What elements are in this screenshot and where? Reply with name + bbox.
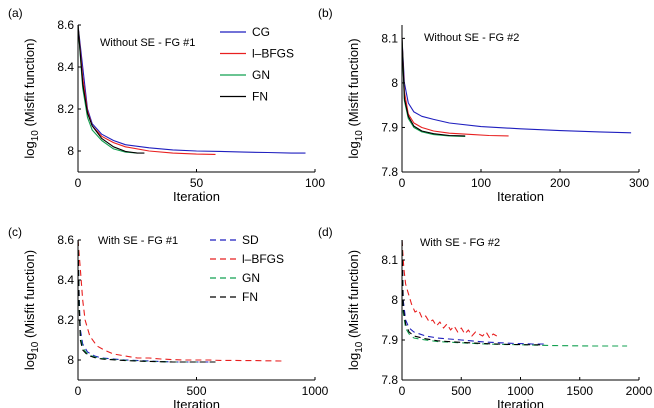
y-axis-label: log10 (Misfit function) bbox=[346, 38, 365, 158]
x-tick-label: 1500 bbox=[566, 384, 593, 398]
x-tick-label: 200 bbox=[550, 176, 570, 190]
legend: CG l–BFGS GN FN bbox=[220, 25, 294, 104]
panel-label: (c) bbox=[8, 225, 22, 239]
y-tick-label: 8.2 bbox=[57, 313, 74, 327]
y-tick-label: 8 bbox=[391, 293, 398, 307]
series-line-gn bbox=[402, 240, 628, 347]
series-line-cg bbox=[402, 38, 632, 134]
x-tick-label: 0 bbox=[399, 384, 406, 398]
y-tick-label: 7.8 bbox=[381, 165, 398, 179]
x-tick-label: 300 bbox=[629, 176, 649, 190]
x-tick-label: 100 bbox=[471, 176, 491, 190]
x-tick-label: 1000 bbox=[507, 384, 534, 398]
x-tick-label: 500 bbox=[186, 384, 206, 398]
series-line-lbfgs bbox=[402, 240, 498, 339]
x-axis-label: Iteration bbox=[173, 189, 220, 204]
x-tick-label: 500 bbox=[451, 384, 471, 398]
x-tick-label: 0 bbox=[399, 176, 406, 190]
legend-entry: CG bbox=[252, 25, 270, 39]
x-axis-label: Iteration bbox=[497, 397, 544, 408]
y-tick-label: 8.1 bbox=[381, 253, 398, 267]
panel-annotation: Without SE - FG #1 bbox=[100, 37, 195, 49]
panel-label: (a) bbox=[8, 6, 23, 20]
legend-entry: l–BFGS bbox=[242, 252, 284, 266]
legend-entry: SD bbox=[242, 233, 259, 247]
series-lines bbox=[78, 240, 282, 363]
series-line-gn bbox=[78, 25, 138, 154]
y-tick-label: 8.4 bbox=[57, 60, 74, 74]
chart-panel-d: 0 500 1000 1500 2000 7.8 7.9 8 8.1 Iteration log10… bbox=[318, 225, 653, 408]
series-line-gn bbox=[78, 240, 202, 363]
panel-label: (b) bbox=[318, 6, 333, 20]
x-axis-label: Iteration bbox=[173, 397, 220, 408]
series-line-lbfgs bbox=[402, 38, 509, 137]
series-line-fn bbox=[402, 38, 466, 137]
legend-entry: l–BFGS bbox=[252, 47, 294, 61]
legend-entry: GN bbox=[242, 271, 260, 285]
chart-panel-c: 0 500 1000 8 8.2 8.4 8.6 Iteration log10 (Misfit… bbox=[8, 225, 329, 408]
panel-annotation: Without SE - FG #2 bbox=[424, 32, 519, 44]
series-line-fn bbox=[78, 240, 216, 363]
y-tick-label: 8 bbox=[391, 76, 398, 90]
x-tick-label: 0 bbox=[75, 384, 82, 398]
y-tick-label: 8 bbox=[67, 353, 74, 367]
y-tick-label: 8.4 bbox=[57, 273, 74, 287]
y-tick-label: 8.6 bbox=[57, 233, 74, 247]
series-line-fn bbox=[78, 25, 145, 154]
y-axis-label: log10 (Misfit function) bbox=[22, 250, 41, 370]
chart-panel-a: 0 50 100 8 8.2 8.4 8.6 Iteration log10 (Misfit f… bbox=[8, 6, 325, 204]
panel-annotation: With SE - FG #1 bbox=[98, 235, 178, 247]
legend-entry: FN bbox=[242, 290, 258, 304]
legend-entry: GN bbox=[252, 68, 270, 82]
series-line-sd bbox=[402, 240, 545, 345]
y-tick-label: 8.6 bbox=[57, 18, 74, 32]
series-lines bbox=[402, 240, 628, 347]
x-tick-label: 0 bbox=[75, 176, 82, 190]
series-line-cg bbox=[78, 25, 306, 154]
series-lines bbox=[78, 25, 306, 155]
chart-panel-b: 0 100 200 300 7.8 7.9 8 8.1 Iteration log10 (Misf… bbox=[318, 6, 649, 204]
y-axis-label: log10 (Misfit function) bbox=[346, 250, 365, 370]
panel-annotation: With SE - FG #2 bbox=[420, 237, 500, 249]
x-tick-label: 100 bbox=[305, 176, 325, 190]
series-lines bbox=[402, 38, 632, 137]
y-tick-label: 8 bbox=[67, 144, 74, 158]
series-line-lbfgs bbox=[78, 240, 282, 362]
x-tick-label: 50 bbox=[190, 176, 204, 190]
x-tick-label: 1000 bbox=[302, 384, 329, 398]
y-tick-label: 7.9 bbox=[381, 333, 398, 347]
y-tick-label: 8.2 bbox=[57, 102, 74, 116]
y-tick-label: 7.8 bbox=[381, 373, 398, 387]
legend-entry: FN bbox=[252, 90, 268, 104]
series-line-lbfgs bbox=[78, 25, 216, 155]
y-tick-label: 7.9 bbox=[381, 120, 398, 134]
legend: SD l–BFGS GN FN bbox=[210, 233, 284, 304]
series-line-sd bbox=[78, 240, 209, 363]
y-axis-label: log10 (Misfit function) bbox=[22, 38, 41, 158]
x-axis-label: Iteration bbox=[497, 189, 544, 204]
panel-label: (d) bbox=[318, 225, 333, 239]
y-tick-label: 8.1 bbox=[381, 31, 398, 45]
series-line-fn bbox=[402, 240, 545, 346]
x-tick-label: 2000 bbox=[626, 384, 653, 398]
